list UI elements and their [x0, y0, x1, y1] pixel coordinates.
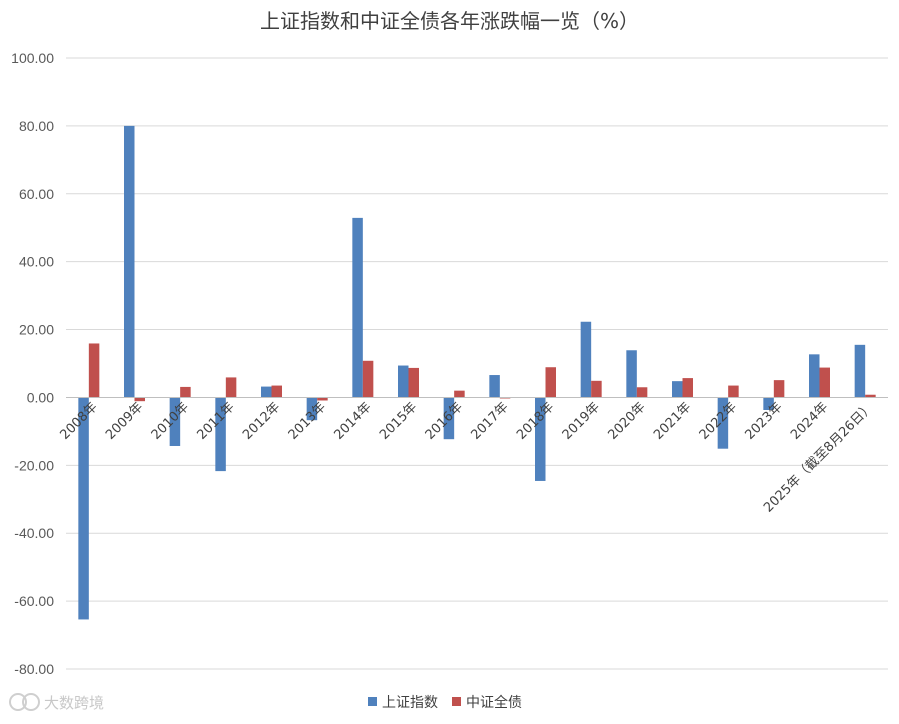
y-tick-label: 20.00 [19, 322, 54, 338]
bars [78, 125, 876, 620]
bar-bond [317, 397, 328, 401]
y-tick-label: 80.00 [19, 118, 54, 134]
legend-label: 上证指数 [382, 695, 438, 711]
bar-bond [225, 377, 237, 398]
bar-bond [728, 385, 739, 398]
bar-index [809, 354, 820, 398]
x-tick-label: 2020年 [605, 400, 648, 443]
bar-index [854, 344, 866, 398]
bar-index [672, 381, 683, 398]
watermark: 大数跨境 [9, 693, 104, 712]
legend-swatch [368, 697, 377, 706]
y-tick-label: 60.00 [19, 186, 54, 202]
bar-bond [591, 380, 602, 398]
bar-index [489, 375, 500, 398]
x-tick-label: 2009年 [103, 400, 146, 443]
bar-index [215, 397, 226, 472]
x-tick-label: 2015年 [377, 400, 420, 443]
bar-bond [499, 397, 511, 399]
x-tick-label: 2017年 [468, 400, 511, 443]
x-tick-label: 2012年 [240, 400, 283, 443]
bar-index [717, 397, 729, 449]
bar-bond [88, 343, 100, 398]
bar-bond [865, 394, 876, 398]
x-tick-label: 2014年 [331, 400, 374, 443]
bar-bond [454, 390, 465, 398]
bar-index [580, 321, 592, 398]
bar-bond [180, 386, 191, 398]
bar-bond [408, 367, 419, 398]
watermark-logo-icon [9, 693, 40, 711]
legend-label: 中证全债 [466, 694, 522, 711]
watermark-text: 大数跨境 [44, 694, 104, 712]
legend: 上证指数 中证全债 [368, 694, 522, 711]
bar-bond [271, 385, 282, 398]
bar-bond [545, 367, 556, 398]
bar-index [398, 365, 409, 398]
bar-bond [636, 387, 648, 398]
category-labels: 2008年 2009年 2010年 2011年 2012年 2013年 2014年 2015年… [57, 400, 877, 516]
bar-index [261, 386, 272, 398]
gridlines [66, 57, 888, 670]
y-tick-label: -20.00 [14, 457, 54, 473]
y-tick-label: 40.00 [19, 254, 54, 270]
bar-bond [819, 367, 830, 398]
bar-index [535, 397, 546, 481]
bar-index [763, 397, 774, 411]
bar-bond [362, 360, 374, 398]
chart-title: 上证指数和中证全债各年涨跌幅一览（%） [260, 9, 639, 33]
bar-bond [773, 380, 785, 398]
x-tick-label: 2024年 [788, 400, 831, 443]
bar-index [306, 397, 318, 421]
bar-index [124, 125, 135, 398]
x-tick-label: 2019年 [560, 400, 603, 443]
bar-index [78, 397, 89, 620]
y-tick-label: -60.00 [14, 593, 54, 609]
x-tick-label: 2021年 [651, 400, 694, 443]
bar-bond [682, 378, 693, 398]
bar-index [443, 397, 455, 440]
bar-index [169, 397, 181, 446]
y-axis-ticks: 100.00 80.00 60.00 40.00 20.00 0.00 -20.00 -40.… [11, 50, 54, 677]
y-tick-label: 100.00 [11, 50, 54, 66]
bar-index [352, 217, 363, 398]
y-tick-label: 0.00 [27, 389, 54, 405]
bar-bond [134, 397, 145, 402]
legend-swatch [452, 697, 461, 706]
bar-index [626, 350, 637, 398]
y-tick-label: -40.00 [14, 525, 54, 541]
y-tick-label: -80.00 [14, 661, 54, 677]
